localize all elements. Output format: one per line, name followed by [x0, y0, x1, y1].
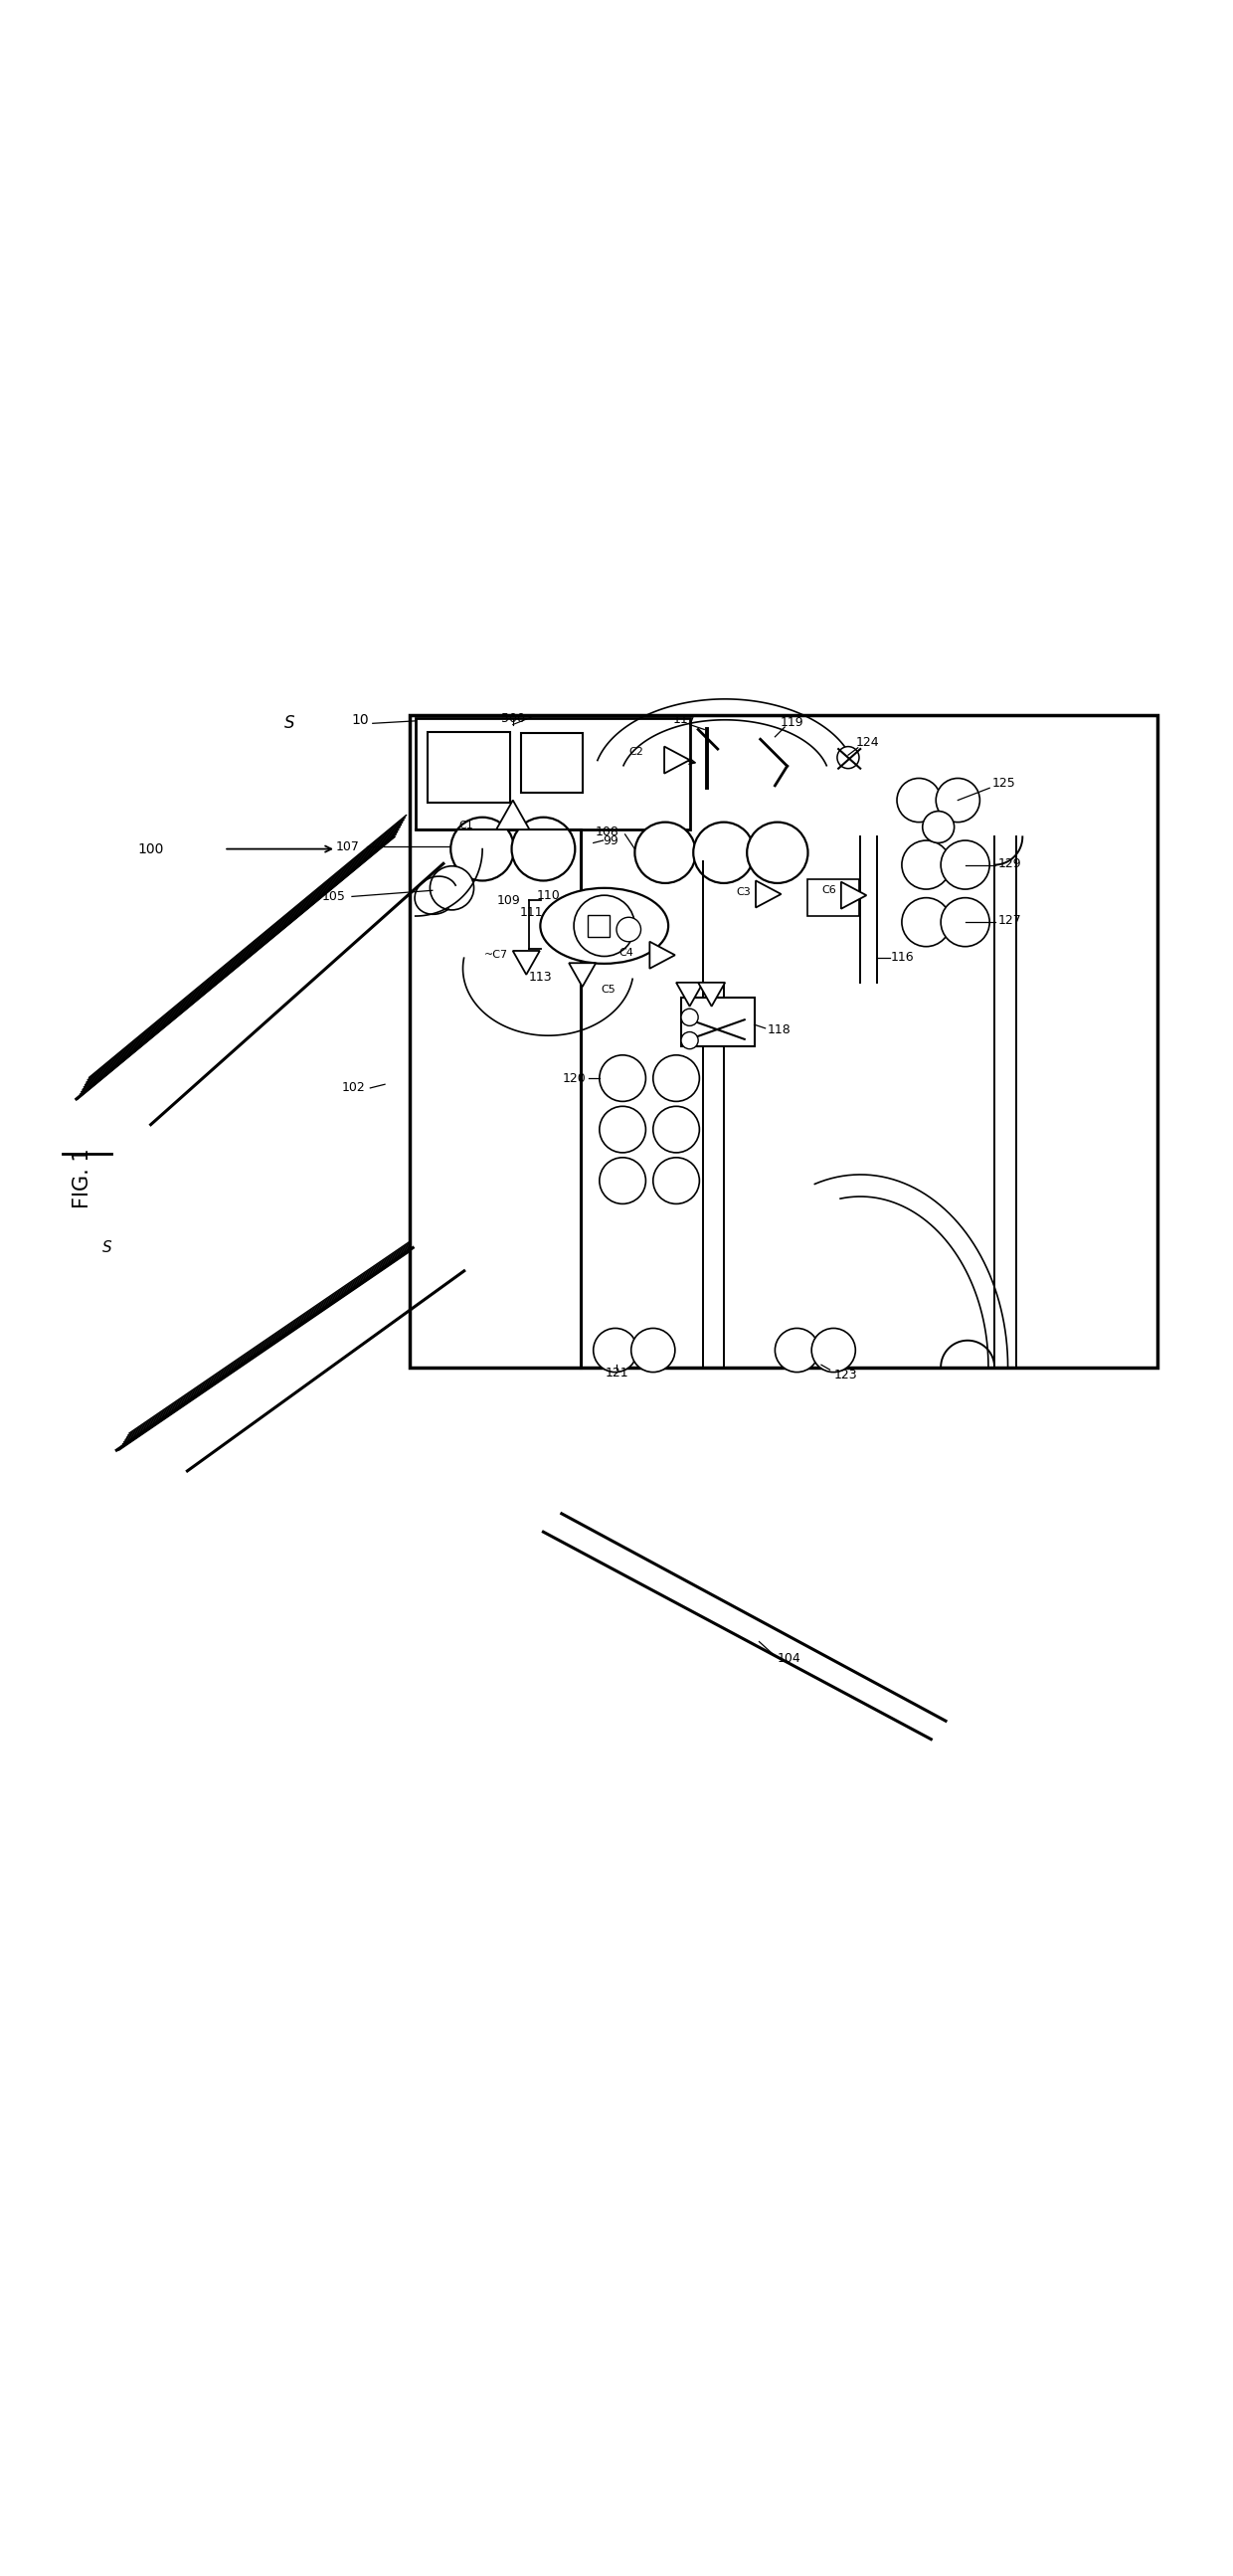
Text: ~C7: ~C7 [485, 951, 508, 961]
Text: C5: C5 [600, 984, 615, 994]
Polygon shape [841, 881, 867, 909]
Bar [681, 997, 755, 1046]
Text: 107: 107 [335, 840, 359, 853]
Circle shape [653, 1056, 699, 1103]
Polygon shape [698, 981, 725, 1007]
Circle shape [941, 840, 990, 889]
Text: 500: 500 [501, 711, 525, 724]
Circle shape [922, 811, 954, 842]
Circle shape [573, 896, 635, 956]
Circle shape [599, 1157, 646, 1203]
Circle shape [653, 1157, 699, 1203]
Text: 10: 10 [351, 714, 369, 726]
Text: C6: C6 [821, 886, 836, 896]
Circle shape [635, 822, 695, 884]
Polygon shape [676, 981, 703, 1007]
Polygon shape [568, 963, 596, 987]
Text: 123: 123 [834, 1368, 857, 1381]
Text: 104: 104 [778, 1651, 801, 1664]
Circle shape [512, 817, 575, 881]
Text: 100: 100 [138, 842, 164, 855]
Text: C1: C1 [459, 822, 473, 832]
Text: S: S [285, 714, 295, 732]
Circle shape [599, 1105, 646, 1151]
Circle shape [616, 917, 641, 943]
Text: 120: 120 [562, 1072, 586, 1084]
Text: 121: 121 [604, 1368, 629, 1381]
Circle shape [896, 778, 941, 822]
Circle shape [599, 1056, 646, 1103]
Circle shape [681, 1033, 698, 1048]
Text: 99: 99 [603, 835, 619, 848]
Text: S: S [102, 1239, 112, 1255]
Text: 113: 113 [529, 971, 552, 984]
Polygon shape [650, 943, 674, 969]
Text: C4: C4 [619, 948, 634, 958]
Text: C3: C3 [736, 886, 751, 896]
Text: 119: 119 [780, 716, 804, 729]
Bar [522, 734, 582, 793]
Circle shape [747, 822, 808, 884]
Bar [808, 878, 859, 917]
Circle shape [901, 899, 951, 945]
Circle shape [451, 817, 514, 881]
Text: 125: 125 [993, 778, 1016, 791]
Polygon shape [756, 881, 780, 907]
Text: 127: 127 [997, 914, 1022, 927]
Circle shape [811, 1329, 856, 1373]
Text: 110: 110 [536, 889, 561, 902]
Text: 109: 109 [497, 894, 520, 907]
Circle shape [681, 1010, 698, 1025]
Ellipse shape [540, 889, 668, 963]
Circle shape [837, 747, 859, 768]
Bar [587, 914, 609, 938]
Text: 102: 102 [342, 1082, 365, 1095]
Bar [416, 719, 689, 829]
Polygon shape [497, 801, 529, 829]
Circle shape [593, 1329, 637, 1373]
Polygon shape [513, 951, 540, 974]
Circle shape [631, 1329, 674, 1373]
Circle shape [430, 866, 473, 909]
Circle shape [693, 822, 755, 884]
Polygon shape [665, 747, 689, 773]
Bar [428, 732, 510, 804]
Text: FIG. 1: FIG. 1 [73, 1149, 92, 1208]
Text: 117: 117 [673, 714, 697, 726]
Text: 124: 124 [856, 737, 879, 750]
Circle shape [936, 778, 980, 822]
Circle shape [776, 1329, 819, 1373]
Text: C2: C2 [629, 747, 644, 757]
Text: 105: 105 [322, 891, 345, 904]
Circle shape [901, 840, 951, 889]
Text: 129: 129 [997, 858, 1022, 871]
Circle shape [653, 1105, 699, 1151]
Circle shape [941, 899, 990, 945]
Text: 111: 111 [520, 907, 544, 920]
Text: 118: 118 [768, 1023, 792, 1036]
Text: 108: 108 [596, 824, 619, 837]
Text: 116: 116 [890, 951, 915, 963]
Bar [409, 716, 1158, 1368]
